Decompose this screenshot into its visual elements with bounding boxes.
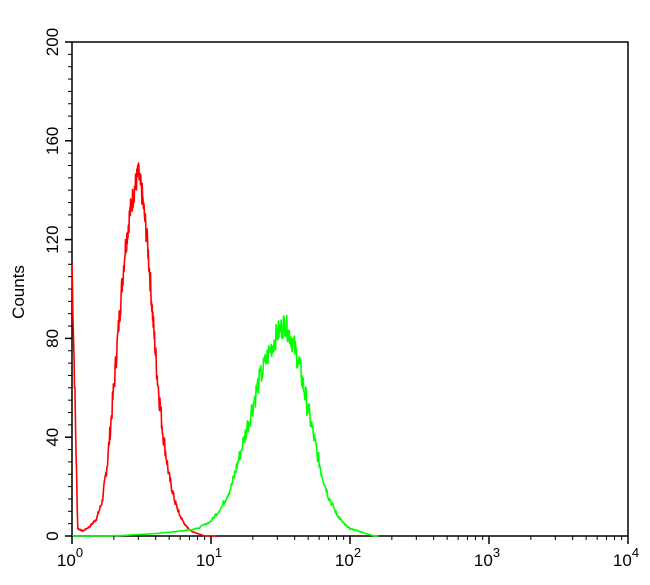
x-tick-exponent: 0 — [76, 545, 83, 560]
x-tick-exponent: 4 — [632, 545, 639, 560]
x-tick-label: 100 — [57, 545, 83, 570]
x-tick-base: 10 — [335, 551, 354, 570]
x-tick-base: 10 — [613, 551, 632, 570]
y-axis-title: Counts — [9, 265, 28, 319]
x-tick-label: 101 — [196, 545, 222, 570]
x-tick-exponent: 1 — [215, 545, 222, 560]
series-layer — [71, 162, 379, 537]
y-tick-label: 40 — [43, 428, 62, 447]
y-tick-label: 0 — [43, 531, 62, 540]
x-tick-base: 10 — [57, 551, 76, 570]
x-tick-base: 10 — [196, 551, 215, 570]
x-tick-base: 10 — [474, 551, 493, 570]
plot-frame — [71, 41, 629, 537]
x-tick-exponent: 3 — [493, 545, 500, 560]
series-line-1 — [71, 162, 218, 537]
x-tick-label: 104 — [613, 545, 639, 570]
y-tick-label: 120 — [43, 225, 62, 253]
y-tick-label: 200 — [43, 28, 62, 56]
x-tick-label: 103 — [474, 545, 500, 570]
series-line-2 — [72, 314, 379, 537]
y-tick-label: 80 — [43, 329, 62, 348]
x-tick-exponent: 2 — [354, 545, 361, 560]
y-tick-label: 160 — [43, 127, 62, 155]
x-tick-label: 102 — [335, 545, 361, 570]
